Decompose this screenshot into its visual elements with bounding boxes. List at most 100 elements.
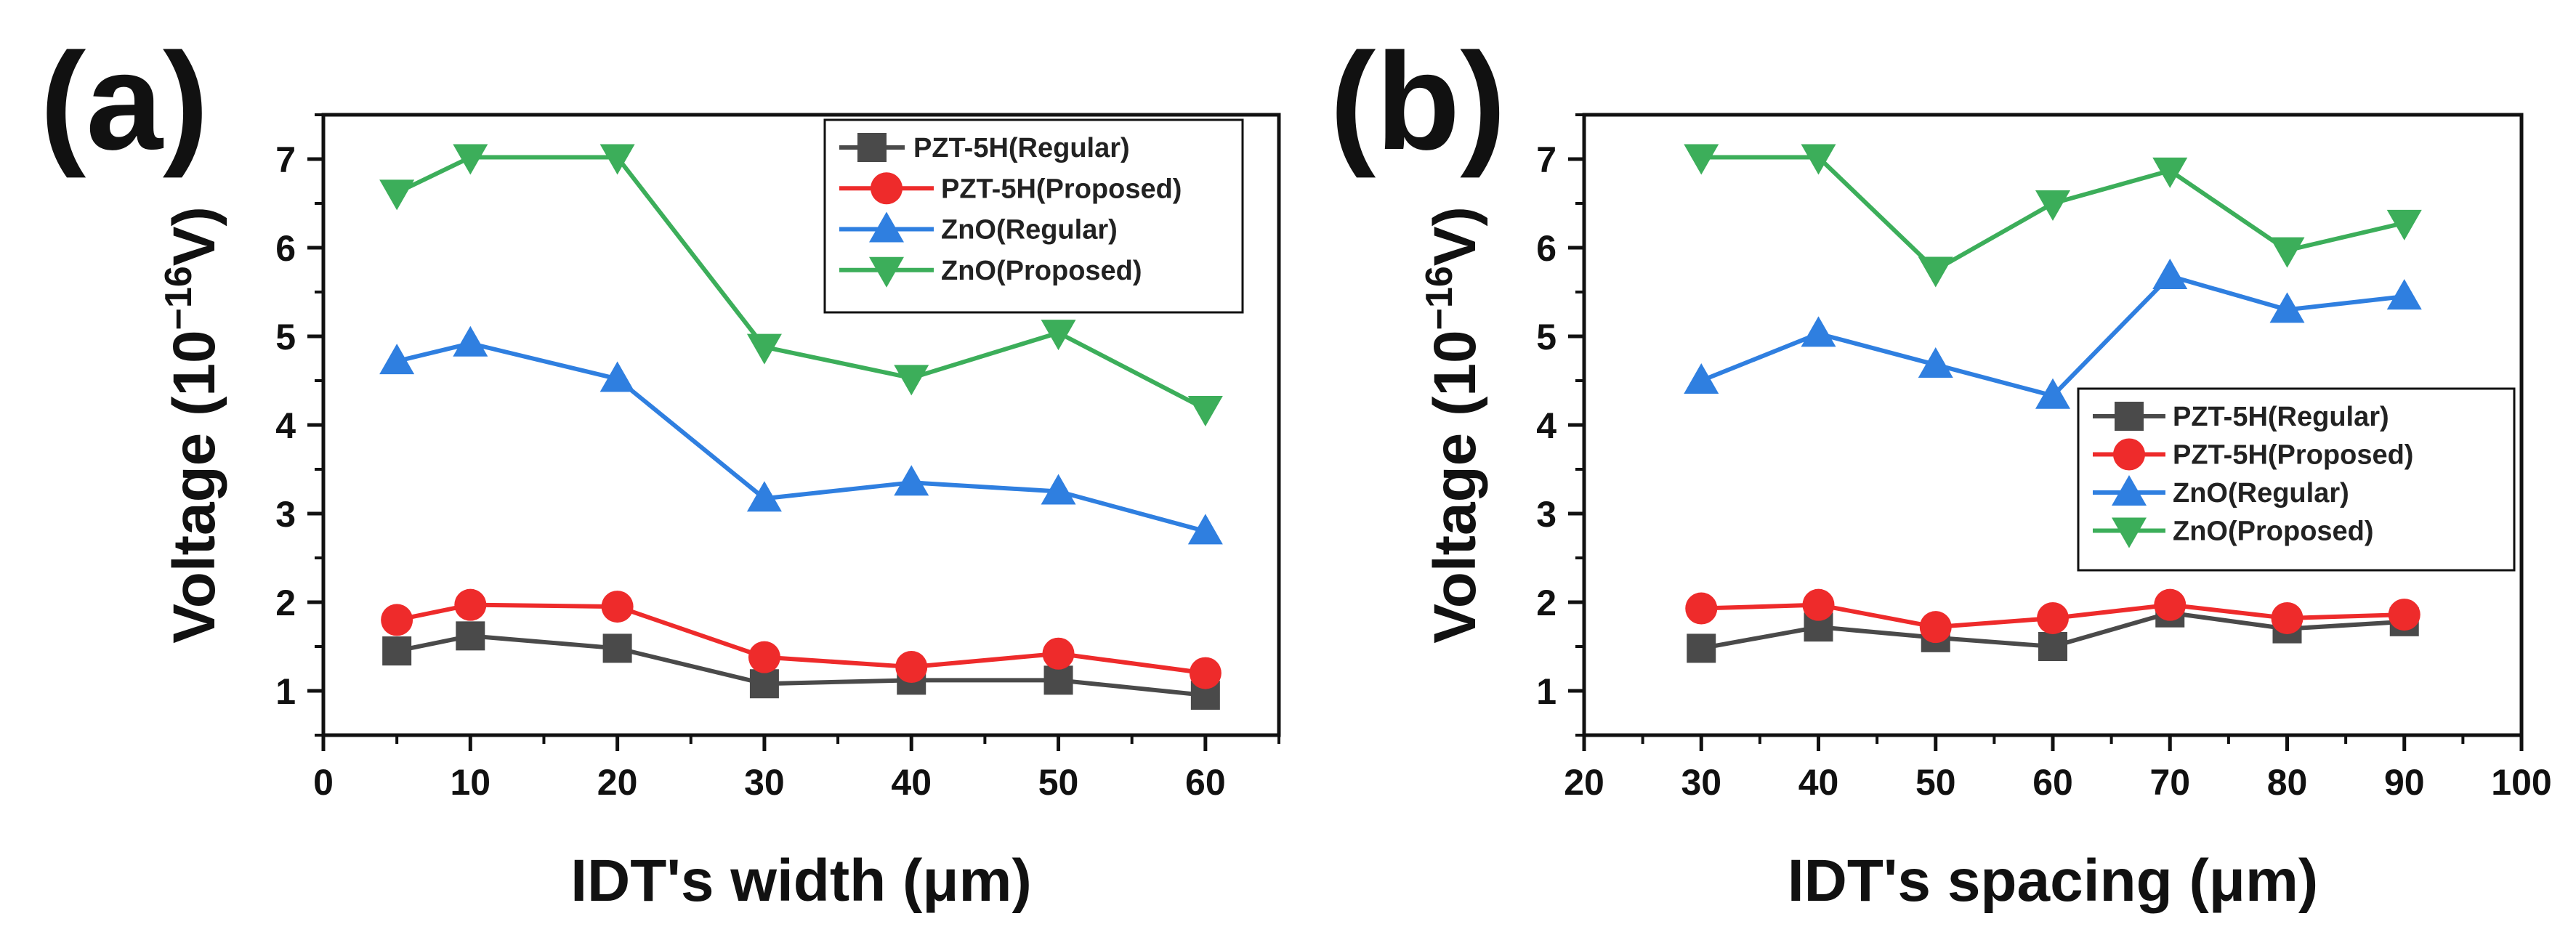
panel-a-legend-label-pzt-5h-proposed: PZT-5H(Proposed) [941,174,1182,204]
panel-a-data-point-zno-regular [599,361,635,392]
panel-b-data-point-pzt-5h-proposed [1685,592,1718,625]
panel-a-data-point-zno-proposed [599,144,635,175]
panel-b-label: (b) [1330,25,1506,179]
panel-b-data-point-pzt-5h-proposed [2388,599,2420,631]
panel-b-data-point-zno-regular [2269,292,2305,323]
panel-b-y-axis-title-exponent: −16 [1418,266,1461,330]
panel-a-data-point-pzt-5h-regular [602,633,632,663]
panel-b-legend: PZT-5H(Regular) PZT-5H(Proposed) ZnO(Regul… [2077,387,2516,572]
panel-b-x-tick-label: 20 [1564,762,1604,803]
panel-b-y-tick-label: 6 [1536,228,1556,269]
panel-b-y-axis-title-unit: V) [1422,206,1488,266]
panel-b-data-point-zno-proposed [2269,237,2305,268]
panel-a-data-point-zno-regular [894,465,929,496]
panel-a-data-point-pzt-5h-regular [1043,665,1073,695]
panel-a-y-tick-label: 4 [275,405,296,446]
panel-a-y-tick-label: 2 [275,583,296,623]
panel-b-y-axis-title: Voltage (10−16V) [1418,206,1488,644]
panel-b-data-point-zno-proposed [1918,256,1953,288]
panel-a-x-tick-label: 30 [744,762,785,803]
panel-a-y-axis-title: Voltage (10−16V) [158,206,227,644]
panel-a-legend-label-zno-proposed: ZnO(Proposed) [941,256,1142,286]
panel-b-data-point-zno-proposed [2152,157,2188,188]
panel-a-data-point-zno-regular [746,481,782,512]
panel-a-data-point-pzt-5h-proposed [454,588,487,621]
panel-b-data-point-pzt-5h-regular [2038,632,2067,661]
panel-b-chart: (b) 20 30 40 50 60 70 80 90 100 1 2 3 4 5 6 7 IDT's spaci… [1330,25,2552,914]
panel-b-data-point-zno-regular [1684,363,1719,394]
panel-a-legend-marker-zno-proposed [869,256,904,288]
panel-b-data-point-pzt-5h-proposed [1919,611,1952,644]
panel-a-x-tick-label: 0 [313,762,334,803]
panel-a-data-point-pzt-5h-proposed [1042,637,1075,670]
panel-b-data-point-zno-regular [2386,279,2422,310]
panel-a-data-point-pzt-5h-regular [749,669,779,699]
panel-b-x-tick-label: 100 [2491,762,2551,803]
panel-b-data-point-zno-proposed [1684,144,1719,175]
panel-b-data-point-pzt-5h-regular [1687,633,1716,663]
panel-b-x-tick-label: 90 [2384,762,2425,803]
panel-b-data-point-pzt-5h-proposed [2154,588,2187,621]
panel-a-legend-box [823,118,1244,314]
panel-a-y-tick-label: 6 [275,228,296,269]
panel-a-y-axis-title-exponent: −16 [158,266,200,330]
panel-a-data-point-zno-proposed [894,365,929,396]
panel-b-y-tick-label: 1 [1536,671,1556,712]
panel-b-legend-marker-pzt-5h-regular [2115,402,2144,431]
panel-b-legend-label-zno-regular: ZnO(Regular) [2173,478,2349,509]
panel-a-y-axis-title-unit: V) [161,206,227,266]
panel-a-data-point-zno-proposed [453,144,488,175]
panel-a-legend-marker-zno-regular [869,211,904,243]
panel-b-data-point-zno-proposed [2386,209,2422,240]
panel-a-data-point-zno-proposed [1041,320,1076,351]
panel-a-data-point-zno-regular [379,344,415,375]
panel-a-legend-marker-pzt-5h-regular [857,133,887,162]
panel-b-data-point-zno-proposed [1801,144,1836,175]
panel-b-legend-marker-zno-regular [2112,475,2147,506]
panel-b-legend-marker-zno-proposed [2112,517,2147,548]
panel-a-legend-marker-pzt-5h-proposed [871,172,903,205]
panel-b-data-point-zno-proposed [2035,190,2070,221]
panel-a-data-point-zno-regular [453,325,488,357]
panel-a-data-point-zno-proposed [746,333,782,365]
panel-a-label: (a) [40,25,209,179]
panel-a-legend-label-zno-regular: ZnO(Regular) [941,215,1118,246]
panel-a-legend-label-pzt-5h-regular: PZT-5H(Regular) [913,133,1130,163]
panel-b-legend-label-zno-proposed: ZnO(Proposed) [2173,516,2374,547]
panel-b-legend-box [2077,387,2516,572]
panel-a-y-tick-label: 1 [275,671,296,712]
panel-b-data-point-zno-regular [1918,347,1953,378]
panel-a-x-tick-label: 60 [1185,762,1226,803]
panel-b-y-tick-label: 7 [1536,139,1556,180]
panel-b-legend-label-pzt-5h-regular: PZT-5H(Regular) [2173,402,2389,432]
panel-b-x-tick-label: 60 [2032,762,2073,803]
panel-b-x-tick-label: 50 [1915,762,1956,803]
panel-b-data-point-pzt-5h-proposed [2037,601,2069,634]
panel-a-x-tick-label: 10 [450,762,490,803]
panel-a-chart: (a) 0 10 20 30 40 50 60 1 2 3 4 5 6 7 IDT's width (μm) V… [40,25,1281,914]
panel-b-y-tick-label: 2 [1536,583,1556,623]
panel-b-data-point-zno-regular [1801,316,1836,347]
panel-a-y-tick-label: 7 [275,139,296,180]
panel-b-y-tick-label: 5 [1536,317,1556,357]
panel-a-y-axis-title-main: Voltage (10 [161,330,227,643]
panel-b-data-point-zno-regular [2152,259,2188,290]
panel-b-x-tick-label: 40 [1798,762,1839,803]
panel-a-data-point-pzt-5h-proposed [381,604,413,636]
panel-a-x-tick-label: 40 [891,762,932,803]
panel-a-data-point-pzt-5h-proposed [601,591,634,623]
panel-b-y-tick-label: 3 [1536,494,1556,535]
panel-b-y-tick-label: 4 [1536,405,1556,446]
panel-a-x-tick-label: 50 [1038,762,1079,803]
panel-b-x-tick-label: 70 [2149,762,2190,803]
panel-b-data-point-pzt-5h-proposed [2271,601,2304,634]
panel-a-data-point-pzt-5h-regular [456,621,485,651]
panel-a-data-point-pzt-5h-proposed [1189,657,1222,689]
panel-b-x-tick-label: 80 [2267,762,2308,803]
panel-a-x-axis-title: IDT's width (μm) [570,848,1032,914]
panel-a-data-point-zno-regular [1041,474,1076,505]
panel-a-legend: PZT-5H(Regular) PZT-5H(Proposed) ZnO(Regul… [823,118,1244,314]
panel-b-x-tick-label: 30 [1681,762,1721,803]
panel-a-data-point-zno-regular [1187,514,1223,545]
